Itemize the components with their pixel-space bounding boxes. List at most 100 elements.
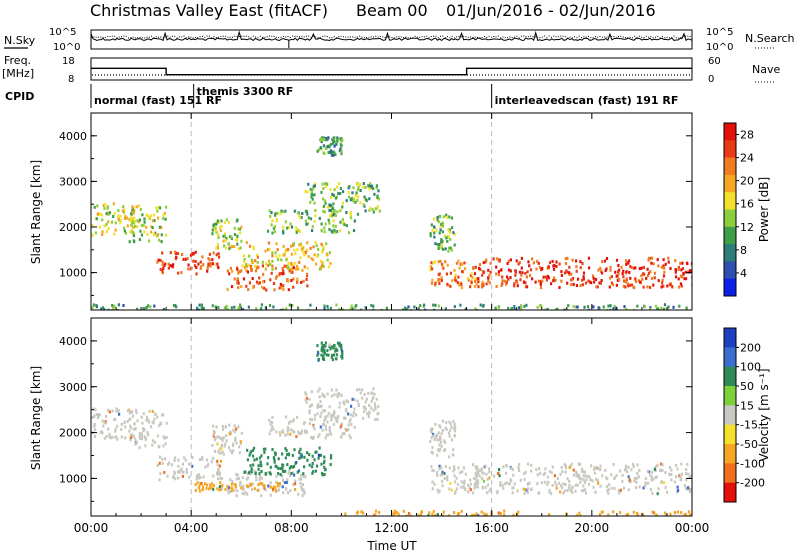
velocity-echo-cell (167, 462, 170, 466)
power-echo-cell (429, 232, 432, 236)
power-echo-cell (304, 209, 307, 213)
velocity-echo-cell (447, 431, 451, 435)
power-echo-cell (288, 303, 291, 307)
power-echo-cell (575, 259, 578, 263)
power-echo-cell (194, 250, 197, 254)
power-echo-cell (356, 199, 359, 202)
power-echo-cell (452, 231, 455, 235)
velocity-echo-cell (627, 488, 630, 492)
power-echo-cell (176, 252, 179, 255)
velocity-echo-cell (141, 434, 144, 438)
velocity-echo-cell (323, 351, 326, 355)
power-echo-cell (223, 221, 226, 225)
velocity-xtick-label-2: 08:00 (274, 521, 309, 535)
velocity-echo-cell (453, 434, 456, 438)
power-echo-cell (107, 308, 110, 310)
velocity-echo-cell (258, 472, 261, 476)
velocity-echo-cell (233, 437, 237, 441)
velocity-echo-cell (336, 341, 340, 345)
power-echo-cell (576, 277, 580, 281)
velocity-echo-cell (281, 463, 284, 467)
power-echo-cell (357, 185, 360, 189)
power-echo-cell (287, 225, 290, 229)
velocity-echo-cell (254, 471, 257, 475)
power-echo-cell (470, 272, 473, 276)
velocity-echo-cell (649, 473, 652, 477)
power-echo-cell (139, 208, 142, 211)
power-echo-cell (200, 265, 203, 269)
power-echo-cell (329, 151, 332, 154)
power-echo-cell (328, 214, 332, 218)
power-echoes (91, 136, 692, 310)
power-echo-cell (322, 197, 325, 201)
power-echo-cell (306, 248, 309, 252)
power-echo-cell (430, 281, 434, 285)
power-echo-cell (296, 280, 299, 284)
power-echo-cell (507, 277, 510, 281)
power-echo-cell (216, 219, 220, 223)
power-echo-cell (299, 256, 302, 260)
power-echo-cell (155, 206, 158, 210)
velocity-echo-cell (258, 478, 261, 482)
power-echo-cell (525, 303, 528, 307)
power-echo-cell (320, 222, 323, 226)
power-echo-cell (275, 255, 278, 259)
power-echo-cell (440, 279, 443, 282)
power-echo-cell (467, 278, 470, 282)
power-echo-cell (216, 246, 219, 250)
power-echo-cell (123, 229, 126, 233)
power-echo-cell (634, 280, 637, 283)
velocity-echo-cell (527, 482, 530, 486)
velocity-echo-cell (350, 404, 353, 408)
power-echo-region-1 (128, 204, 168, 244)
velocity-echo-cell (444, 465, 447, 469)
freq-unit-label: [MHz] (2, 67, 34, 80)
velocity-echo-cell (519, 478, 522, 482)
power-echo-cell (372, 210, 375, 214)
velocity-echo-cell (267, 471, 270, 475)
velocity-echo-cell (488, 467, 491, 471)
velocity-echo-cell (349, 418, 352, 422)
power-echo-cell (151, 219, 154, 223)
power-echo-cell (322, 187, 325, 190)
power-echo-cell (518, 260, 521, 264)
power-echo-cell (339, 187, 342, 190)
power-echo-cell (153, 213, 156, 217)
velocity-echo-cell (235, 494, 238, 498)
velocity-echo-region-1 (128, 409, 168, 450)
power-echo-cell (172, 303, 176, 307)
power-echo-cell (313, 193, 316, 197)
power-echo-cell (368, 187, 371, 191)
power-echo-cell (145, 225, 148, 229)
velocity-echo-cell (438, 435, 442, 439)
velocity-echo-cell (319, 400, 322, 404)
power-echo-cell (648, 256, 651, 260)
power-echo-cell (513, 282, 516, 286)
power-echo-cell (326, 137, 329, 141)
velocity-echo-cell (588, 482, 591, 486)
velocity-echo-cell (582, 489, 585, 492)
velocity-echo-cell (267, 484, 270, 488)
velocity-echo-cell (341, 351, 344, 355)
velocity-echo-cell (213, 449, 216, 453)
velocity-echo-cell (455, 487, 458, 491)
power-echo-cell (552, 267, 556, 271)
velocity-echo-cell (301, 494, 304, 498)
velocity-echo-cell (564, 464, 567, 468)
power-echo-cell (497, 306, 500, 310)
velocity-echo-cell (579, 514, 582, 516)
velocity-echo-cell (338, 401, 341, 405)
power-echo-cell (377, 189, 380, 193)
power-colorbar-label-5: 24 (740, 152, 754, 165)
power-echo-cell (260, 307, 263, 310)
velocity-echo-cell (317, 389, 320, 393)
power-echo-cell (447, 228, 450, 232)
velocity-echo-cell (636, 463, 639, 467)
velocity-echo-cell (440, 444, 443, 448)
power-echo-cell (269, 278, 272, 282)
velocity-echo-cell (277, 472, 280, 476)
power-echo-cell (317, 248, 320, 251)
velocity-echo-cell (304, 475, 307, 479)
velocity-echo-cell (471, 491, 475, 495)
power-echo-cell (322, 204, 326, 208)
